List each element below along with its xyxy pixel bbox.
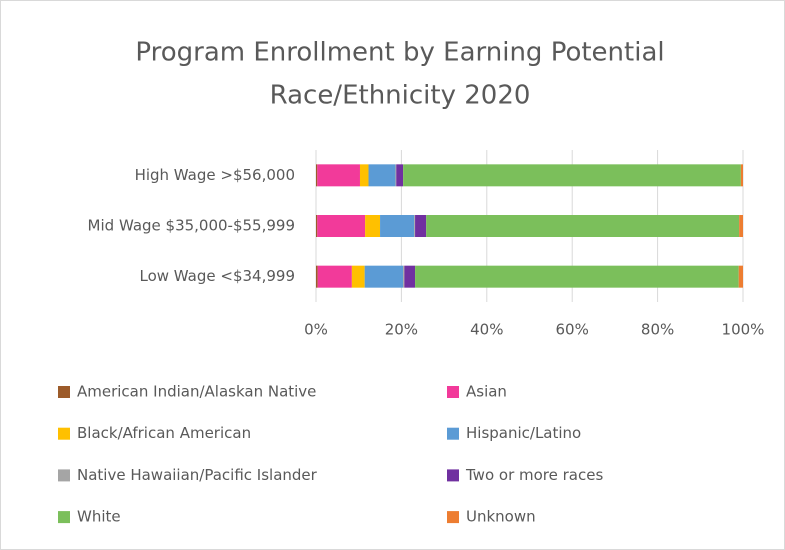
legend-swatch (447, 469, 459, 482)
legend-swatch (58, 427, 70, 440)
legend-label: Two or more races (465, 466, 603, 484)
bar-segment (316, 164, 318, 187)
x-tick-label: 100% (722, 321, 765, 339)
legend-swatch (447, 386, 459, 398)
bar-segment (740, 164, 743, 187)
bar-segment (316, 215, 318, 237)
legend-swatch (58, 511, 70, 524)
legend-label: White (77, 508, 121, 526)
y-tick-label: Low Wage <$34,999 (140, 267, 296, 285)
legend-label: Hispanic/Latino (466, 424, 581, 442)
bar-segment (364, 265, 404, 288)
bar-segment (395, 164, 397, 187)
bar-segment (368, 164, 396, 187)
legend-label: American Indian/Alaskan Native (77, 383, 316, 401)
bar-segment (365, 215, 381, 237)
legend-label: Asian (466, 383, 507, 401)
bar-segment (316, 265, 318, 288)
bar-segment (396, 164, 404, 187)
y-tick-label: Mid Wage $35,000-$55,999 (88, 217, 295, 235)
chart-title: Program Enrollment by Earning Potential (135, 38, 664, 68)
bar-segment (380, 215, 415, 237)
bar-segment (351, 265, 365, 288)
bar-segment (317, 215, 366, 237)
bar-segment (317, 164, 360, 187)
x-tick-label: 0% (304, 321, 328, 339)
legend-label: Native Hawaiian/Pacific Islander (77, 466, 318, 484)
y-tick-label: High Wage >$56,000 (135, 166, 295, 184)
chart-title: Race/Ethnicity 2020 (270, 81, 531, 111)
bar-segment (403, 265, 405, 288)
x-tick-label: 80% (641, 321, 674, 339)
x-tick-label: 40% (470, 321, 503, 339)
bar-segment (415, 265, 739, 288)
legend-label: Unknown (466, 508, 536, 526)
legend-label: Black/African American (77, 424, 251, 442)
legend-swatch (58, 386, 70, 398)
bar-segment (426, 215, 740, 237)
bar-segment (359, 164, 369, 187)
x-tick-label: 60% (556, 321, 589, 339)
x-tick-label: 20% (385, 321, 418, 339)
bar-segment (317, 265, 352, 288)
bar-segment (403, 164, 741, 187)
legend-swatch (447, 427, 459, 440)
bar-segment (404, 265, 416, 288)
legend-swatch (58, 469, 70, 482)
bar-segment (415, 215, 427, 237)
bar-segment (414, 215, 416, 237)
bar-segment (738, 265, 743, 288)
legend-swatch (447, 511, 459, 524)
bar-segment (739, 215, 743, 237)
